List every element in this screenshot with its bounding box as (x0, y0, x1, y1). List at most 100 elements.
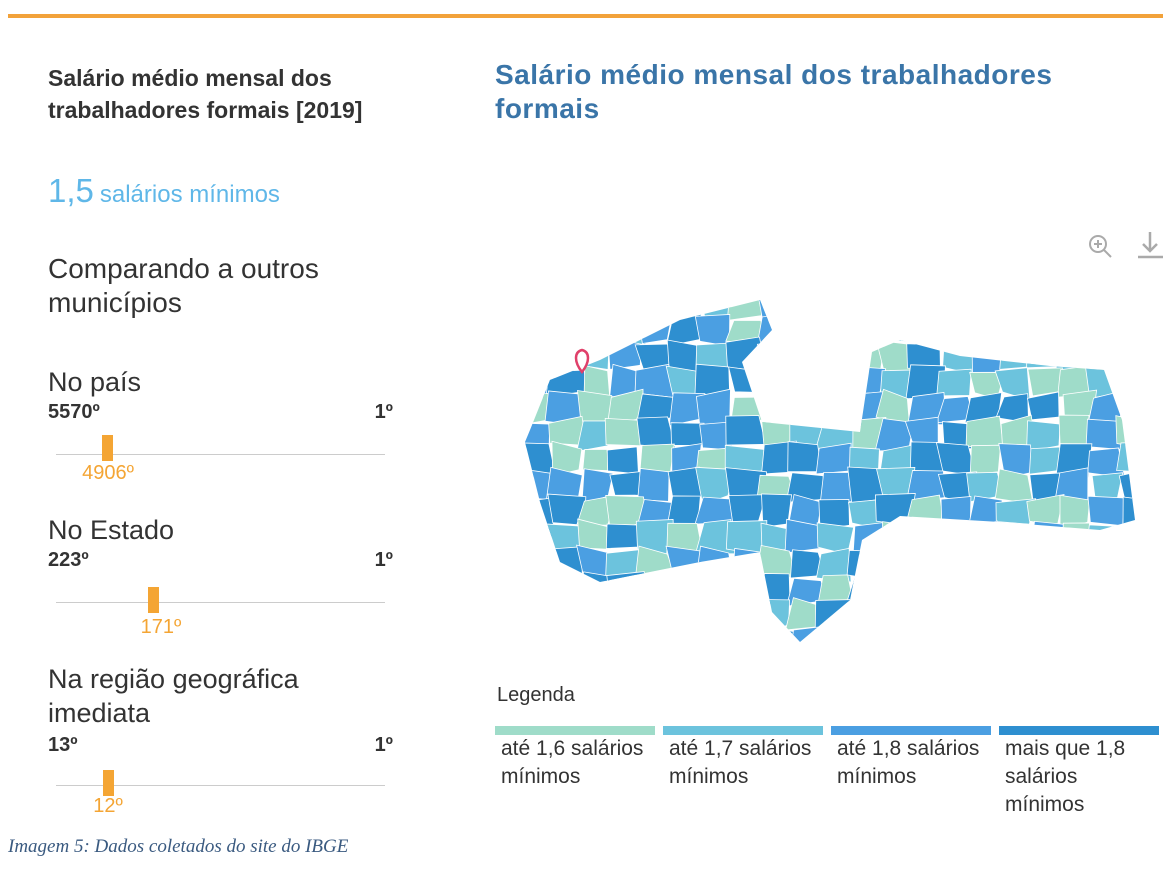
municipality (846, 549, 888, 582)
municipality (1118, 469, 1135, 503)
ranking-high: 1º (374, 549, 393, 571)
value: 1,5 (48, 172, 94, 209)
municipality (609, 471, 642, 496)
municipality (1027, 300, 1064, 319)
legend-item: até 1,6 salários mínimos (495, 726, 655, 791)
municipality (814, 599, 856, 632)
municipality (965, 520, 1006, 553)
municipality (1054, 599, 1094, 630)
ranking-marker (148, 587, 159, 613)
municipality (726, 300, 766, 321)
municipality (525, 596, 555, 635)
municipality (818, 499, 850, 531)
municipality (581, 625, 616, 642)
municipality (1085, 524, 1125, 552)
municipality (1055, 548, 1091, 580)
municipality (605, 312, 647, 346)
municipality (937, 547, 978, 578)
municipality (1120, 341, 1135, 373)
municipality (936, 519, 977, 558)
municipality (671, 623, 701, 642)
municipality (1031, 520, 1066, 553)
municipality (874, 551, 915, 583)
ranking-label: No país (48, 367, 142, 397)
municipality (880, 624, 916, 642)
ranking-low: 5570º (48, 401, 100, 423)
municipality (1001, 312, 1037, 348)
ranking-track (56, 785, 385, 786)
municipality (695, 466, 735, 506)
municipality (1121, 629, 1135, 642)
municipality (725, 336, 768, 372)
municipality (845, 365, 887, 395)
municipality (699, 597, 737, 634)
municipality (784, 518, 827, 554)
summary-value: 1,5 salários mínimos (48, 172, 280, 210)
municipality (759, 625, 796, 642)
ranking-label: Na região geográfica imediata (48, 664, 299, 728)
municipality (732, 547, 764, 581)
legend-swatch (495, 726, 655, 735)
ranking-label: No Estado (48, 515, 175, 545)
municipality (1055, 630, 1095, 642)
municipality (697, 626, 732, 642)
municipality (1000, 526, 1038, 556)
download-icon[interactable] (1138, 232, 1163, 259)
municipality (850, 311, 882, 349)
municipality (606, 300, 643, 318)
municipality (995, 300, 1031, 323)
ranking-position: 12º (93, 795, 123, 817)
municipality (789, 626, 827, 642)
municipality (965, 300, 1006, 318)
municipality (1055, 337, 1095, 372)
ranking-marker (103, 770, 114, 796)
municipality (846, 627, 884, 642)
municipality (1055, 300, 1097, 324)
municipality (1116, 573, 1135, 606)
municipality (876, 598, 914, 628)
municipality (1087, 495, 1126, 527)
municipality (908, 316, 946, 341)
map-title: Salário médio mensal dos trabalhadores f… (495, 59, 1053, 124)
municipality (814, 300, 854, 324)
municipality (815, 547, 852, 583)
municipality (936, 599, 977, 632)
legend-label: até 1,7 salários mínimos (669, 737, 812, 788)
location-pin (574, 348, 590, 375)
municipality (545, 546, 583, 583)
municipality (1024, 546, 1066, 582)
municipality (966, 625, 1007, 642)
municipality (1117, 551, 1135, 580)
municipality (609, 603, 645, 628)
municipality (937, 312, 973, 346)
municipality (1120, 390, 1135, 426)
municipality (964, 310, 1004, 343)
municipality (762, 599, 791, 632)
municipality (817, 311, 854, 348)
municipality (525, 300, 552, 323)
ranking-low: 223º (48, 549, 89, 571)
zoom-icon[interactable] (1089, 235, 1112, 258)
municipality (852, 600, 887, 635)
ranking-track (56, 602, 385, 603)
ranking-low: 13º (48, 734, 78, 756)
municipality (525, 552, 553, 576)
municipality (937, 573, 977, 610)
municipality (1027, 367, 1063, 397)
unit: salários mínimos (99, 181, 280, 208)
municipality (815, 442, 852, 475)
municipality (525, 628, 557, 642)
municipality (904, 626, 945, 642)
municipality (964, 572, 1001, 603)
municipality (1088, 300, 1127, 320)
municipality (1091, 472, 1124, 500)
municipality (846, 577, 883, 606)
municipality (759, 389, 795, 424)
municipality (725, 415, 767, 446)
municipality (728, 494, 767, 524)
municipality (728, 366, 765, 393)
municipality (637, 313, 673, 345)
municipality (997, 572, 1038, 609)
municipality (1116, 441, 1135, 473)
